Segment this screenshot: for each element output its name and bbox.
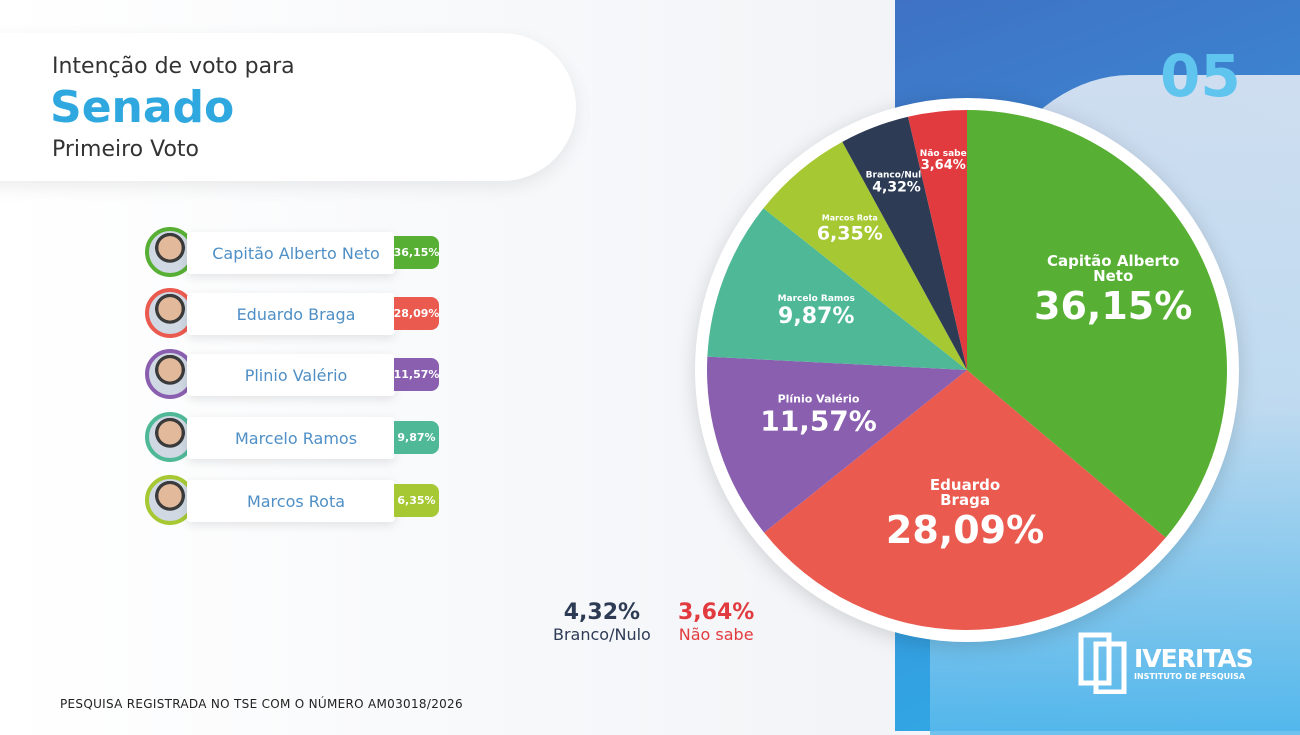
title-line1: Intenção de voto para <box>52 54 295 79</box>
pie-category-label: Não sabe <box>920 149 967 159</box>
logo-tagline: INSTITUTO DE PESQUISA <box>1134 672 1246 681</box>
candidate-name: Plinio Valério <box>187 354 395 396</box>
pie-value-label: 3,64% <box>921 158 966 173</box>
candidate-row: Marcos Rota 6,35% <box>145 475 440 527</box>
pie-category-label: Marcos Rota <box>822 213 878 222</box>
pie-value-label: 9,87% <box>778 304 854 329</box>
legend-branco-value: 4,32% <box>563 600 641 625</box>
pie-category-label: Neto <box>1093 267 1133 285</box>
legend-naosabe: 3,64% Não sabe <box>678 600 754 644</box>
title-card <box>0 33 576 181</box>
candidate-percentage: 6,35% <box>394 484 439 517</box>
pie-slice <box>908 110 967 370</box>
pie-slice <box>763 141 967 370</box>
pie-value-label: 36,15% <box>1034 284 1192 328</box>
pie-category-label: Branco/Nulo <box>866 171 928 181</box>
legend-branco: 4,32% Branco/Nulo <box>553 600 651 644</box>
legend-naosabe-value: 3,64% <box>678 600 755 625</box>
pie-slice <box>967 110 1227 538</box>
logo-name: IVERITAS <box>1134 644 1254 673</box>
pie-category-label: Braga <box>940 491 990 509</box>
candidate-row: Marcelo Ramos 9,87% <box>145 412 440 464</box>
pie-category-label: Eduardo <box>930 476 1000 494</box>
pie-value-label: 11,57% <box>760 405 877 438</box>
pie-value-label: 28,09% <box>886 508 1044 552</box>
candidate-percentage: 11,57% <box>394 358 439 391</box>
legend-branco-label: Branco/Nulo <box>553 625 651 644</box>
slide-number: 05 <box>1160 42 1241 110</box>
page-title: Senado <box>50 82 235 133</box>
footer-registration: PESQUISA REGISTRADA NO TSE COM O NÚMERO … <box>60 697 463 711</box>
pie-category-label: Marcelo Ramos <box>778 294 855 304</box>
pie-slice <box>842 116 967 370</box>
pie-category-label: Plínio Valério <box>778 393 860 406</box>
candidate-row: Eduardo Braga 28,09% <box>145 288 440 340</box>
candidate-name: Marcelo Ramos <box>187 417 395 459</box>
candidate-percentage: 28,09% <box>394 297 439 330</box>
candidate-name: Marcos Rota <box>187 480 395 522</box>
candidate-row: Plinio Valério 11,57% <box>145 349 440 401</box>
candidate-percentage: 9,87% <box>394 421 439 454</box>
pie-slice <box>764 370 1166 630</box>
candidate-percentage: 36,15% <box>394 236 439 269</box>
candidate-name: Capitão Alberto Neto <box>187 232 395 274</box>
pie-value-label: 6,35% <box>817 222 883 244</box>
pie-slice <box>706 356 967 533</box>
candidate-name: Eduardo Braga <box>187 293 395 335</box>
candidate-row: Capitão Alberto Neto 36,15% <box>145 227 440 279</box>
pie-value-label: 4,32% <box>872 180 921 196</box>
logo-icon <box>1078 632 1127 694</box>
legend-naosabe-label: Não sabe <box>678 625 754 644</box>
page-subtitle: Primeiro Voto <box>52 137 200 162</box>
pie-slice <box>707 208 967 370</box>
pie-category-label: Capitão Alberto <box>1047 252 1179 270</box>
